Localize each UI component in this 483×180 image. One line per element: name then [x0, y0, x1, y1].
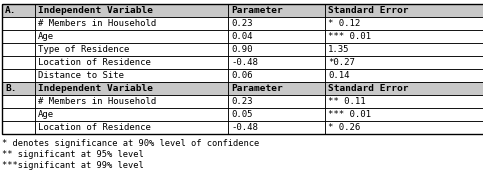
- Bar: [325, 4, 483, 17]
- Bar: [2, 69, 35, 82]
- Bar: [2, 82, 35, 95]
- Bar: [35, 17, 228, 30]
- Bar: [2, 121, 35, 134]
- Bar: [228, 56, 325, 69]
- Bar: [2, 4, 35, 17]
- Text: *** 0.01: *** 0.01: [328, 32, 371, 41]
- Text: 0.04: 0.04: [231, 32, 253, 41]
- Text: Independent Variable: Independent Variable: [38, 84, 153, 93]
- Text: Independent Variable: Independent Variable: [38, 6, 153, 15]
- Text: Location of Residence: Location of Residence: [38, 58, 151, 67]
- Text: 0.05: 0.05: [231, 110, 253, 119]
- Bar: [325, 17, 483, 30]
- Text: Standard Error: Standard Error: [328, 84, 409, 93]
- Bar: [228, 82, 325, 95]
- Text: Location of Residence: Location of Residence: [38, 123, 151, 132]
- Text: Standard Error: Standard Error: [328, 6, 409, 15]
- Bar: [35, 121, 228, 134]
- Text: 0.14: 0.14: [328, 71, 350, 80]
- Text: 1.35: 1.35: [328, 45, 350, 54]
- Text: 0.90: 0.90: [231, 45, 253, 54]
- Text: * 0.12: * 0.12: [328, 19, 360, 28]
- Bar: [325, 69, 483, 82]
- Text: * denotes significance at 90% level of confidence: * denotes significance at 90% level of c…: [2, 139, 259, 148]
- Text: B.: B.: [5, 84, 16, 93]
- Text: -0.48: -0.48: [231, 123, 258, 132]
- Bar: [325, 30, 483, 43]
- Text: Distance to Site: Distance to Site: [38, 71, 124, 80]
- Text: ** significant at 95% level: ** significant at 95% level: [2, 150, 144, 159]
- Bar: [325, 121, 483, 134]
- Text: *** 0.01: *** 0.01: [328, 110, 371, 119]
- Bar: [35, 95, 228, 108]
- Bar: [35, 69, 228, 82]
- Bar: [228, 69, 325, 82]
- Text: Parameter: Parameter: [231, 84, 283, 93]
- Bar: [35, 43, 228, 56]
- Bar: [35, 82, 228, 95]
- Bar: [2, 4, 483, 134]
- Text: -0.48: -0.48: [231, 58, 258, 67]
- Text: 0.06: 0.06: [231, 71, 253, 80]
- Bar: [2, 43, 35, 56]
- Bar: [325, 82, 483, 95]
- Bar: [325, 95, 483, 108]
- Bar: [2, 82, 35, 95]
- Bar: [228, 4, 325, 17]
- Text: ***significant at 99% level: ***significant at 99% level: [2, 161, 144, 170]
- Text: Age: Age: [38, 32, 54, 41]
- Text: *0.27: *0.27: [328, 58, 355, 67]
- Bar: [35, 4, 228, 17]
- Bar: [2, 108, 35, 121]
- Bar: [228, 4, 325, 17]
- Text: 0.23: 0.23: [231, 97, 253, 106]
- Bar: [35, 82, 228, 95]
- Bar: [228, 30, 325, 43]
- Text: ** 0.11: ** 0.11: [328, 97, 366, 106]
- Bar: [2, 56, 35, 69]
- Bar: [35, 108, 228, 121]
- Bar: [325, 56, 483, 69]
- Bar: [2, 30, 35, 43]
- Text: Age: Age: [38, 110, 54, 119]
- Bar: [228, 95, 325, 108]
- Bar: [325, 108, 483, 121]
- Text: # Members in Household: # Members in Household: [38, 97, 156, 106]
- Text: # Members in Household: # Members in Household: [38, 19, 156, 28]
- Text: * 0.26: * 0.26: [328, 123, 360, 132]
- Bar: [325, 82, 483, 95]
- Bar: [325, 4, 483, 17]
- Bar: [325, 43, 483, 56]
- Bar: [228, 108, 325, 121]
- Bar: [2, 95, 35, 108]
- Bar: [228, 43, 325, 56]
- Bar: [2, 4, 35, 17]
- Bar: [35, 4, 228, 17]
- Bar: [228, 17, 325, 30]
- Bar: [228, 82, 325, 95]
- Bar: [228, 121, 325, 134]
- Text: Type of Residence: Type of Residence: [38, 45, 129, 54]
- Bar: [2, 17, 35, 30]
- Bar: [35, 56, 228, 69]
- Text: Parameter: Parameter: [231, 6, 283, 15]
- Text: A.: A.: [5, 6, 16, 15]
- Text: 0.23: 0.23: [231, 19, 253, 28]
- Bar: [35, 30, 228, 43]
